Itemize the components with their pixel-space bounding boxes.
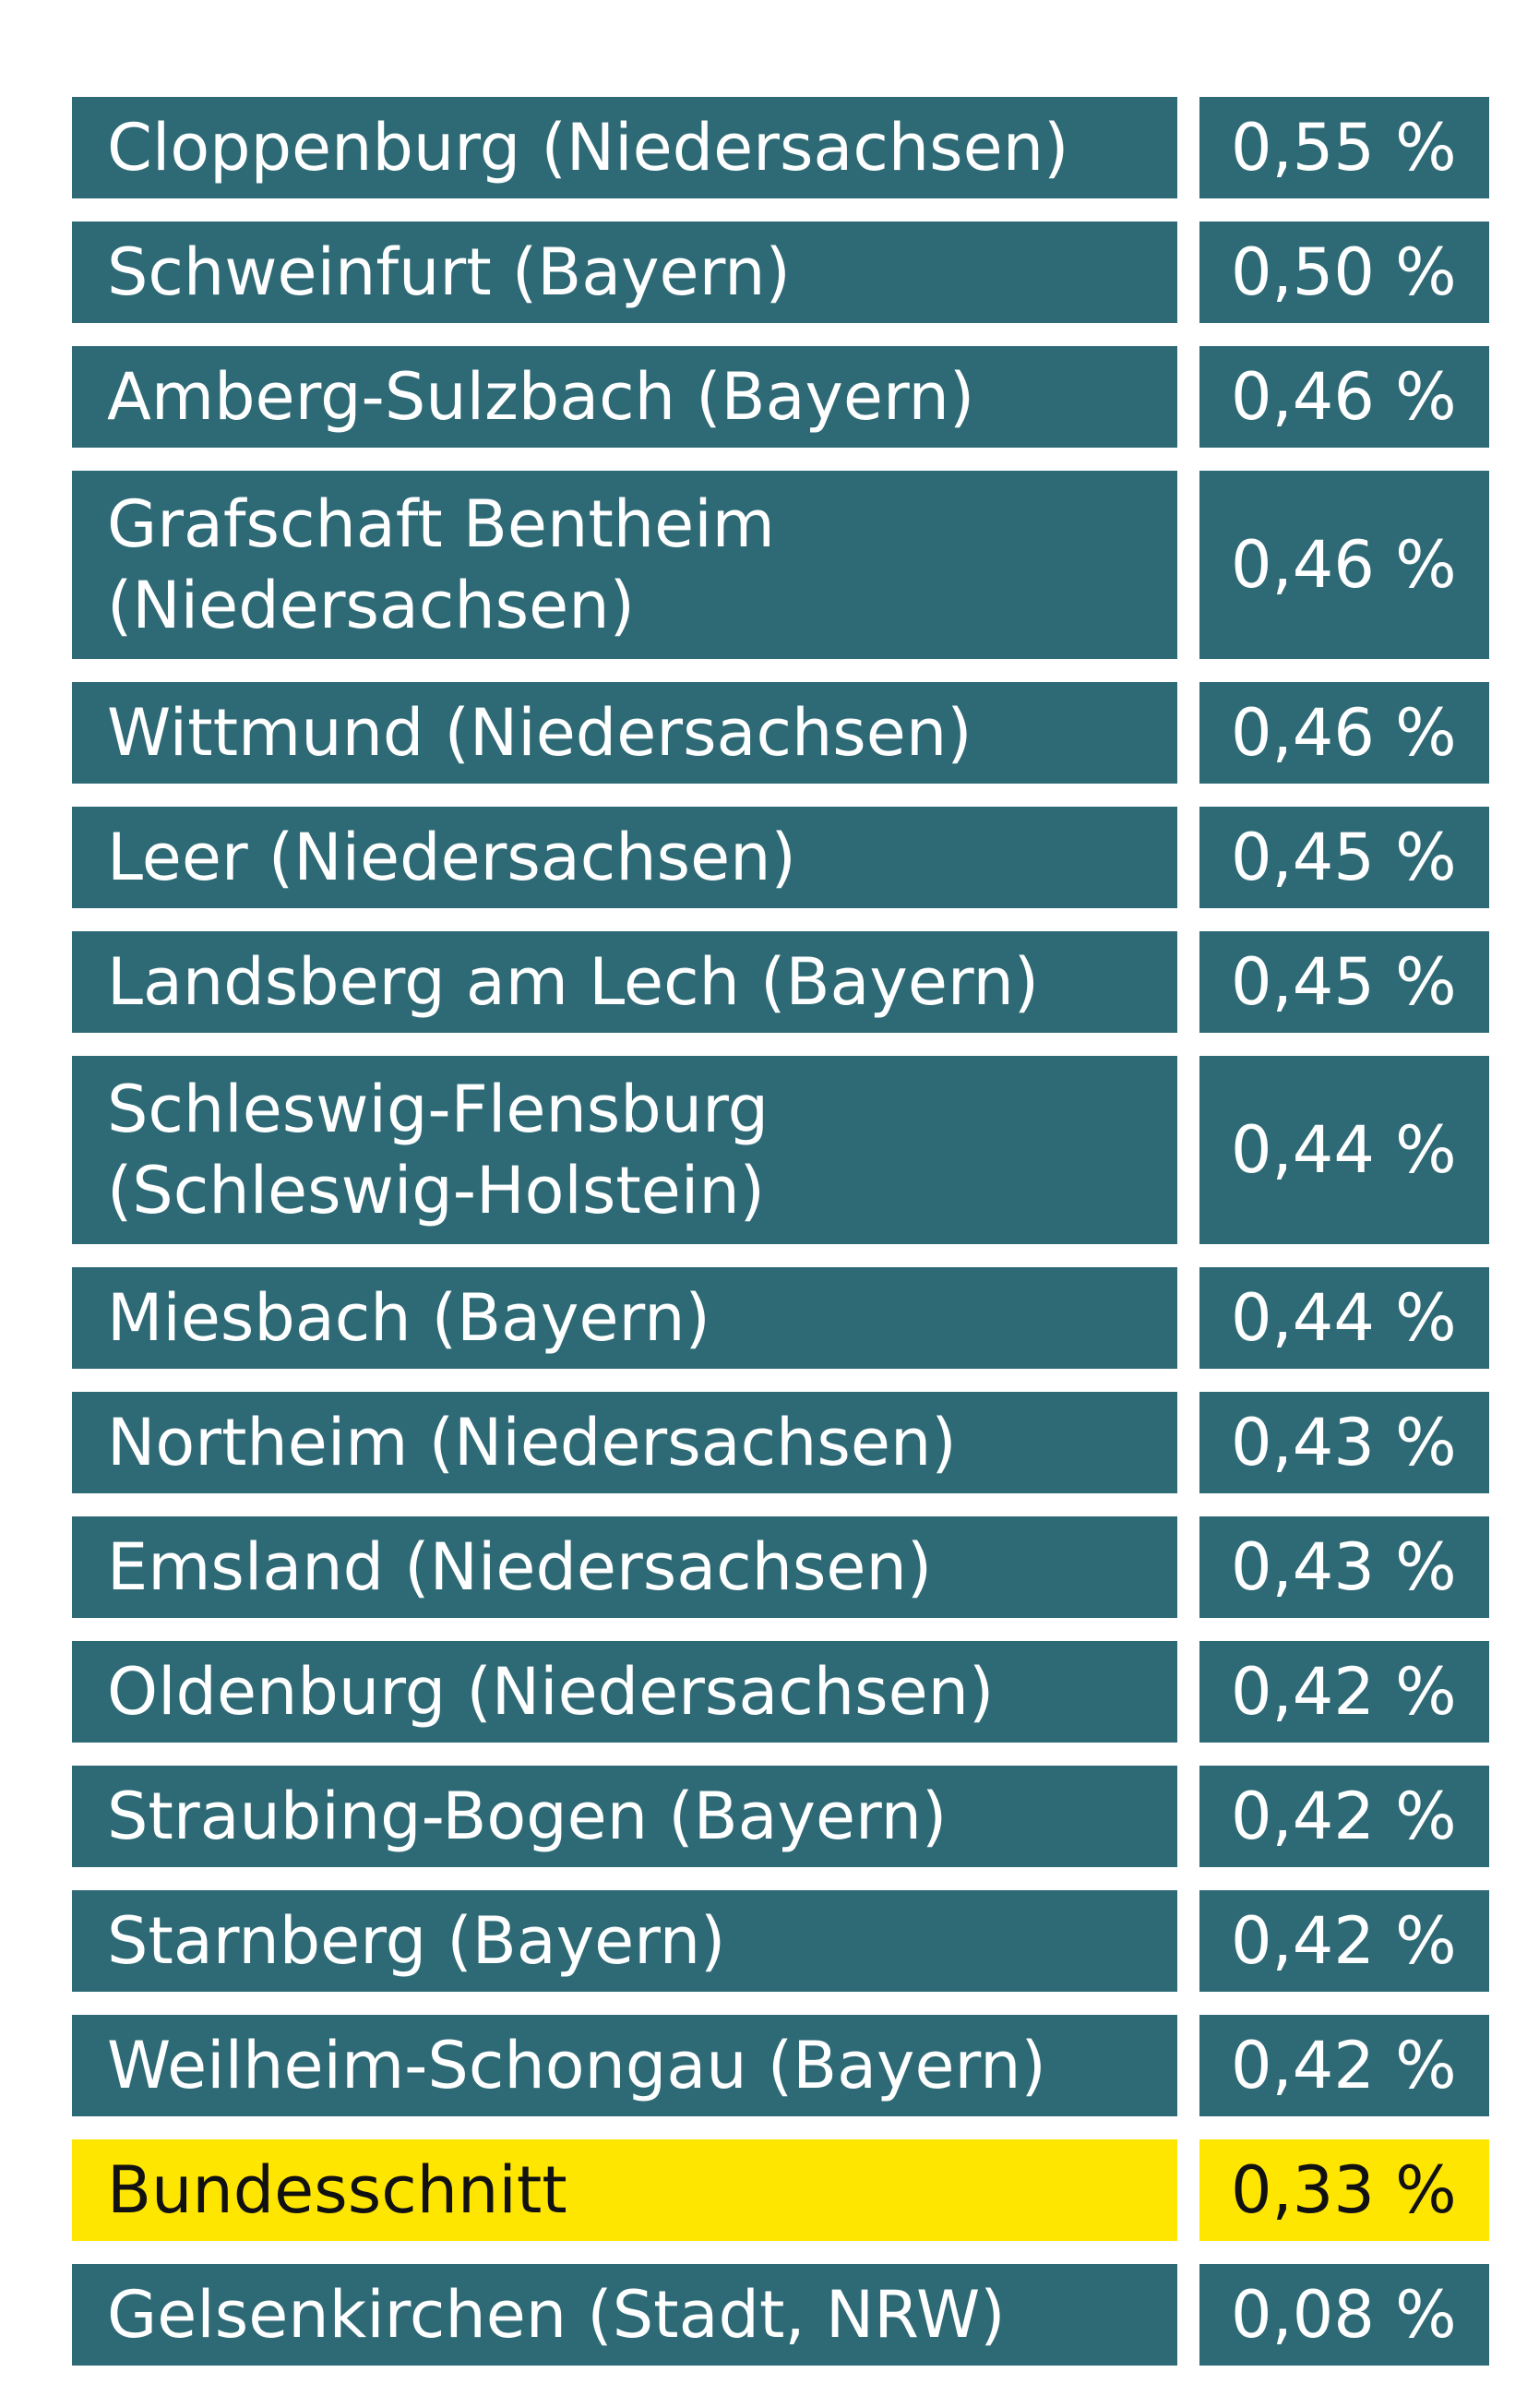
table-row: Grafschaft Bentheim (Niedersachsen) 0,46 … (72, 471, 1489, 659)
table-row: Gelsenkirchen (Stadt, NRW) 0,08 % (72, 2264, 1489, 2366)
row-label: Leer (Niedersachsen) (72, 807, 1177, 908)
row-value: 0,42 % (1199, 1890, 1489, 1992)
row-value: 0,46 % (1199, 471, 1489, 659)
table-row: Wittmund (Niedersachsen) 0,46 % (72, 682, 1489, 784)
table-row: Cloppenburg (Niedersachsen) 0,55 % (72, 97, 1489, 198)
row-value: 0,42 % (1199, 2015, 1489, 2116)
row-label: Starnberg (Bayern) (72, 1890, 1177, 1992)
row-value: 0,45 % (1199, 807, 1489, 908)
row-label: Schleswig-Flensburg (Schleswig-Holstein) (72, 1056, 1177, 1244)
table-row: Miesbach (Bayern) 0,44 % (72, 1267, 1489, 1369)
row-label: Schweinfurt (Bayern) (72, 222, 1177, 323)
row-label: Emsland (Niedersachsen) (72, 1516, 1177, 1618)
row-label: Northeim (Niedersachsen) (72, 1392, 1177, 1493)
table-row: Weilheim-Schongau (Bayern) 0,42 % (72, 2015, 1489, 2116)
row-value: 0,45 % (1199, 931, 1489, 1033)
ranking-table: Cloppenburg (Niedersachsen) 0,55 % Schwein… (72, 97, 1489, 2389)
row-label: Amberg-Sulzbach (Bayern) (72, 346, 1177, 448)
row-value: 0,50 % (1199, 222, 1489, 323)
table-row: Leer (Niedersachsen) 0,45 % (72, 807, 1489, 908)
table-row: Amberg-Sulzbach (Bayern) 0,46 % (72, 346, 1489, 448)
row-value: 0,43 % (1199, 1392, 1489, 1493)
table-row: Northeim (Niedersachsen) 0,43 % (72, 1392, 1489, 1493)
table-row-average: Bundesschnitt 0,33 % (72, 2139, 1489, 2241)
row-label: Landsberg am Lech (Bayern) (72, 931, 1177, 1033)
row-label: Straubing-Bogen (Bayern) (72, 1766, 1177, 1867)
table-row: Landsberg am Lech (Bayern) 0,45 % (72, 931, 1489, 1033)
table-row: Oldenburg (Niedersachsen) 0,42 % (72, 1641, 1489, 1743)
row-label: Gelsenkirchen (Stadt, NRW) (72, 2264, 1177, 2366)
row-value: 0,46 % (1199, 682, 1489, 784)
table-row: Emsland (Niedersachsen) 0,43 % (72, 1516, 1489, 1618)
row-label: Oldenburg (Niedersachsen) (72, 1641, 1177, 1743)
row-label: Miesbach (Bayern) (72, 1267, 1177, 1369)
row-value: 0,44 % (1199, 1267, 1489, 1369)
table-row: Schweinfurt (Bayern) 0,50 % (72, 222, 1489, 323)
row-value: 0,43 % (1199, 1516, 1489, 1618)
table-row: Starnberg (Bayern) 0,42 % (72, 1890, 1489, 1992)
table-row: Straubing-Bogen (Bayern) 0,42 % (72, 1766, 1489, 1867)
row-label: Cloppenburg (Niedersachsen) (72, 97, 1177, 198)
row-value: 0,42 % (1199, 1766, 1489, 1867)
row-value: 0,08 % (1199, 2264, 1489, 2366)
row-label: Bundesschnitt (72, 2139, 1177, 2241)
table-row: Schleswig-Flensburg (Schleswig-Holstein)… (72, 1056, 1489, 1244)
row-label: Wittmund (Niedersachsen) (72, 682, 1177, 784)
row-value: 0,44 % (1199, 1056, 1489, 1244)
row-label: Weilheim-Schongau (Bayern) (72, 2015, 1177, 2116)
row-value: 0,46 % (1199, 346, 1489, 448)
row-label: Grafschaft Bentheim (Niedersachsen) (72, 471, 1177, 659)
row-value: 0,42 % (1199, 1641, 1489, 1743)
row-value: 0,55 % (1199, 97, 1489, 198)
row-value: 0,33 % (1199, 2139, 1489, 2241)
